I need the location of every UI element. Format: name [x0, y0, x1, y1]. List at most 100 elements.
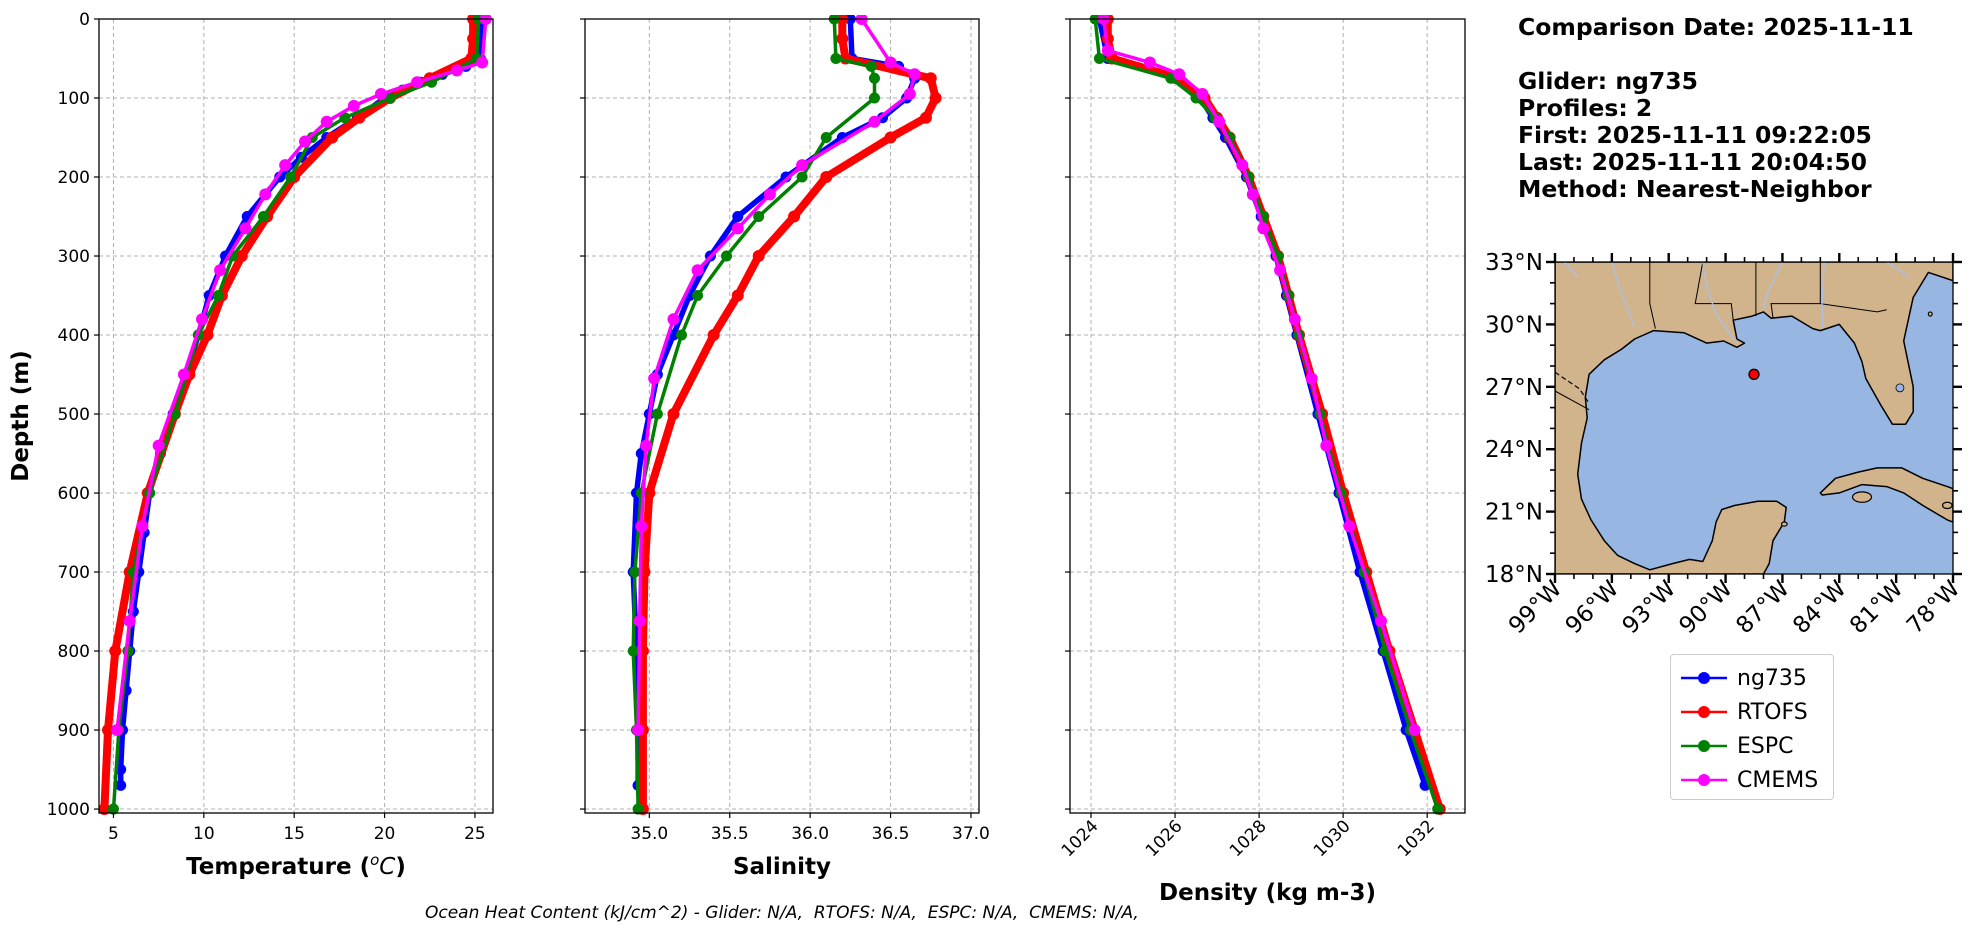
- info-line: First: 2025-11-11 09:22:05: [1518, 121, 1872, 149]
- lat-label: 18°N: [1485, 562, 1543, 588]
- river-line: [1821, 262, 1825, 329]
- series-line-ng735: [1096, 18, 1428, 787]
- data-point-CMEMS: [1320, 439, 1333, 452]
- info-line: Last: 2025-11-11 20:04:50: [1518, 148, 1868, 176]
- data-point-CMEMS: [476, 56, 489, 69]
- info-text-block: Comparison Date: 2025-11-11 Glider: ng73…: [1518, 14, 1914, 203]
- info-line: Method: Nearest-Neighbor: [1518, 175, 1872, 203]
- profile-panel-3: 1024 1026 1028 1030 1032 Density (kg m-3): [1058, 15, 1466, 906]
- lake: [1895, 383, 1905, 393]
- data-point-RTOFS: [201, 329, 214, 342]
- data-point-CMEMS: [1374, 615, 1387, 628]
- x-tick-label: 1026: [1142, 816, 1187, 861]
- river-line: [1886, 262, 1910, 278]
- legend: ng735 RTOFS ESPC CMEMS: [1670, 654, 1834, 800]
- data-point-RTOFS: [643, 487, 656, 500]
- x-axis-label: Temperature (oC): [186, 851, 406, 880]
- y-tick-label: 900: [58, 721, 90, 741]
- legend-item: CMEMS: [1679, 763, 1825, 797]
- legend-item: ESPC: [1679, 729, 1825, 763]
- land-island: [1941, 501, 1953, 510]
- info-line: [1518, 41, 1914, 68]
- data-point-CMEMS: [450, 64, 463, 77]
- data-point-RTOFS: [884, 131, 897, 144]
- data-point-RTOFS: [731, 289, 744, 302]
- axes-frame: [584, 18, 980, 814]
- data-point-CMEMS: [1101, 44, 1114, 57]
- data-point-CMEMS: [868, 115, 881, 128]
- map-frame: [1554, 261, 1954, 575]
- y-tick-label: 1000: [47, 800, 90, 820]
- land-island: [1780, 521, 1788, 527]
- x-tick-label: 1032: [1394, 816, 1439, 861]
- info-line: Glider: ng735: [1518, 67, 1698, 95]
- border-dashed: [1555, 371, 1590, 404]
- info-line: Comparison Date: 2025-11-11: [1518, 13, 1914, 41]
- data-point-ESPC: [820, 132, 832, 144]
- legend-swatch: [1681, 672, 1727, 684]
- data-point-CMEMS: [239, 222, 252, 235]
- axes-frame: [98, 18, 494, 814]
- data-point-CMEMS: [320, 115, 333, 128]
- legend-item: ng735: [1679, 661, 1825, 695]
- data-point-CMEMS: [1213, 115, 1226, 128]
- data-point-ESPC: [868, 72, 880, 84]
- data-point-CMEMS: [214, 264, 227, 277]
- profile-panel-2: 35.0 35.5 36.0 36.5 37.0 Salinity: [580, 15, 990, 880]
- data-point-ESPC: [384, 92, 396, 104]
- x-tick-label: 35.0: [630, 824, 668, 844]
- series-line-CMEMS: [115, 18, 488, 731]
- data-point-CMEMS: [648, 372, 661, 385]
- x-axis-label: Salinity: [733, 854, 831, 880]
- glider-position-marker: [1748, 368, 1760, 380]
- x-tick-label: 35.5: [711, 824, 749, 844]
- data-point-ESPC: [868, 92, 880, 104]
- lon-label: 84°W: [1788, 576, 1851, 639]
- lat-label: 27°N: [1485, 375, 1543, 401]
- river-line: [1611, 262, 1636, 327]
- data-point-ng735: [115, 779, 127, 791]
- data-point-CMEMS: [633, 615, 646, 628]
- y-tick-label: 700: [58, 563, 90, 583]
- y-tick-label: 100: [58, 89, 90, 109]
- data-point-CMEMS: [1305, 372, 1318, 385]
- data-point-CMEMS: [299, 135, 312, 148]
- border-line: [1649, 262, 1656, 329]
- data-point-CMEMS: [1196, 88, 1209, 101]
- legend-swatch: [1681, 706, 1727, 718]
- data-point-RTOFS: [836, 32, 849, 45]
- data-point-RTOFS: [929, 92, 942, 105]
- data-point-CMEMS: [855, 15, 868, 25]
- data-point-CMEMS: [259, 188, 272, 201]
- data-point-CMEMS: [136, 520, 149, 533]
- data-point-ESPC: [285, 171, 297, 183]
- data-point-RTOFS: [667, 408, 680, 421]
- lat-label: 24°N: [1485, 437, 1543, 463]
- info-line: Profiles: 2: [1518, 94, 1653, 122]
- data-point-ESPC: [339, 112, 351, 124]
- border-line: [1694, 262, 1734, 321]
- data-point-ESPC: [692, 290, 704, 302]
- y-tick-label: 300: [58, 247, 90, 267]
- data-point-ESPC: [1093, 53, 1105, 65]
- data-point-CMEMS: [884, 56, 897, 69]
- y-tick-label: 800: [58, 642, 90, 662]
- river-line: [1563, 262, 1579, 278]
- legend-label: CMEMS: [1737, 767, 1819, 793]
- data-point-ESPC: [796, 171, 808, 183]
- data-point-CMEMS: [196, 313, 209, 326]
- data-point-CMEMS: [635, 520, 648, 533]
- data-point-CMEMS: [1274, 264, 1287, 277]
- data-point-ESPC: [632, 803, 644, 815]
- x-tick-label: 5: [108, 824, 119, 844]
- border-line: [1555, 390, 1590, 411]
- data-point-CMEMS: [411, 76, 424, 89]
- data-point-ESPC: [675, 329, 687, 341]
- land-mainland: [1555, 262, 1953, 574]
- x-tick-label: 15: [283, 824, 305, 844]
- data-point-ESPC: [721, 250, 733, 262]
- data-point-CMEMS: [279, 159, 292, 172]
- river-line: [1702, 262, 1736, 342]
- legend-label: ESPC: [1737, 733, 1794, 759]
